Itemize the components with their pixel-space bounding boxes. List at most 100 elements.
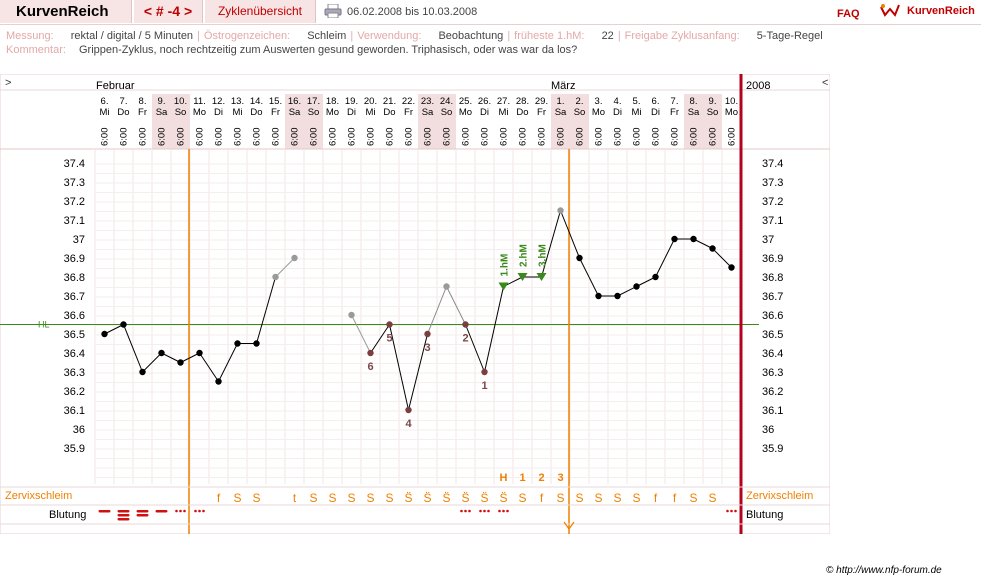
y-tick-left: 36.8 [64,272,85,284]
spotting-mark [468,509,471,513]
weekend-column [570,94,589,149]
y-tick-left: 37.2 [64,196,85,208]
temperature-point [101,330,108,338]
temperature-point [576,254,583,262]
day-weekday: Mo [459,107,472,118]
day-weekday: Do [383,107,395,118]
spotting-mark [498,509,501,513]
y-tick-left: 36.7 [64,291,85,303]
day-weekday: Sa [289,107,301,118]
day-date: 16. [288,96,301,107]
zervix-value: S [708,491,716,505]
oestrogen-label: Östrogenzeichen: [203,30,291,42]
hm-row-label: 2 [538,472,544,484]
chart-frame [0,73,831,535]
y-tick-right: 37.4 [762,158,783,170]
spotting-mark [483,509,486,513]
day-time: 6:00 [233,128,244,147]
day-time: 6:00 [651,128,662,147]
day-weekday: Fr [138,107,147,118]
day-weekday: Sa [688,107,700,118]
bleeding-mark [136,514,149,517]
y-tick-left: 35.9 [64,443,85,455]
day-date: 15. [269,96,282,107]
day-date: 28. [516,96,529,107]
day-time: 6:00 [613,128,624,147]
day-weekday: Fr [404,107,413,118]
day-time: 6:00 [689,128,700,147]
spotting-mark [194,509,197,513]
temperature-line [655,238,675,278]
day-weekday: Fr [271,107,280,118]
cycle-navigation[interactable]: < # -4 > [134,0,203,23]
temperature-point [405,406,412,414]
zervix-value: S̈ [404,491,412,505]
day-time: 6:00 [404,128,415,147]
temperature-point [291,254,298,262]
y-tick-left: 36.3 [64,367,85,379]
temperature-line [218,343,238,382]
temperature-point [348,311,355,319]
day-time: 6:00 [518,128,529,147]
month-february: Februar [96,80,135,92]
day-weekday: Di [214,107,223,118]
bleeding-mark [117,514,130,517]
y-tick-left: 36 [73,424,85,436]
year-label: 2008 [746,80,770,92]
day-time: 6:00 [480,128,491,147]
temperature-point [424,330,431,338]
brand-title[interactable]: KurvenReich [0,0,132,23]
temperature-point [595,292,602,300]
oestrogen-value: Schleim [307,30,347,42]
y-tick-right: 36.1 [762,405,783,417]
bleeding-mark [136,510,149,513]
spotting-mark [175,509,178,513]
day-time: 6:00 [176,128,187,147]
day-date: 2. [576,96,584,107]
y-tick-right: 36.5 [762,329,783,341]
day-time: 6:00 [157,128,168,147]
day-date: 7. [120,96,128,107]
day-time: 6:00 [195,128,206,147]
day-weekday: Do [117,107,129,118]
temperature-point [272,273,279,281]
spotting-mark [730,509,733,513]
y-tick-left: 37 [73,234,85,246]
day-date: 22. [402,96,415,107]
zervix-value: S̈ [423,491,431,505]
temperature-point [557,207,564,214]
zervix-value: S̈ [461,491,469,505]
day-time: 6:00 [575,128,586,147]
day-time: 6:00 [632,128,643,147]
temperature-line [446,286,466,325]
zervix-value: f [654,491,658,505]
day-weekday: So [175,107,187,118]
y-tick-right: 36.6 [762,310,783,322]
day-date: 27. [497,96,510,107]
zervix-value: S [385,491,393,505]
day-date: 18. [326,96,339,107]
day-weekday: Mo [592,107,605,118]
zervix-value: S̈ [442,491,450,505]
printer-icon[interactable] [324,4,342,18]
spotting-mark [183,509,186,513]
temperature-point [443,283,450,290]
day-date: 4. [614,96,622,107]
weekend-column [703,94,722,149]
higher-measurement-marker [536,273,547,281]
low-measurement-label: 1 [481,380,487,392]
day-time: 6:00 [423,128,434,147]
logo-icon [880,4,900,17]
weekend-column [418,94,437,149]
temperature-point [633,283,640,290]
verwendung-label: Verwendung: [357,30,422,42]
spotting-mark [179,509,182,513]
cycle-overview-link[interactable]: Zyklenübersicht [205,0,316,23]
day-date: 6. [652,96,660,107]
faq-link[interactable]: FAQ [837,8,860,20]
day-date: 11. [193,96,206,107]
day-weekday: Di [480,107,489,118]
zervix-value: S [632,491,640,505]
zervix-value: S [613,491,621,505]
higher-measurement-label: 3.hM [538,244,549,267]
